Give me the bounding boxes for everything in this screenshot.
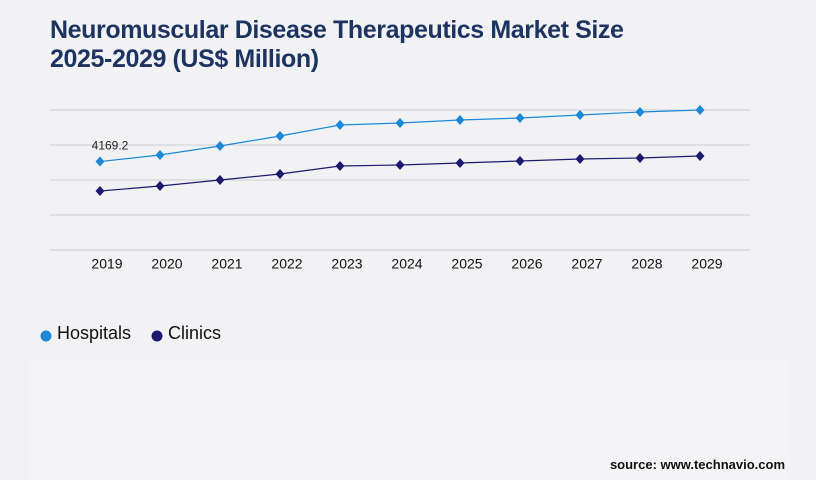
- legend-label: Clinics: [168, 323, 221, 343]
- x-tick-label: 2026: [511, 256, 542, 272]
- point: [395, 118, 405, 129]
- data-label: 4169.2: [92, 139, 129, 153]
- point: [515, 155, 525, 166]
- x-tick-label: 2023: [331, 256, 362, 272]
- series-line: [99, 109, 701, 163]
- point: [275, 168, 285, 179]
- point: [635, 153, 645, 164]
- point: [335, 161, 345, 171]
- point: [575, 110, 585, 121]
- legend-marker: [151, 330, 163, 342]
- x-tick-label: 2021: [211, 256, 242, 272]
- point: [455, 114, 465, 125]
- x-tick-label: 2028: [631, 256, 662, 272]
- point: [575, 154, 585, 164]
- source: source: www.technavio.com: [609, 457, 785, 472]
- point: [695, 151, 705, 162]
- point: [95, 156, 105, 167]
- point: [95, 186, 105, 197]
- x-tick-label: 2019: [91, 256, 122, 272]
- point: [335, 119, 345, 130]
- x-tick-label: 2027: [571, 256, 602, 272]
- legend-label: Hospitals: [57, 323, 131, 343]
- point: [275, 131, 285, 142]
- point: [515, 112, 525, 123]
- x-tick-label: 2029: [691, 256, 722, 272]
- x-tick-label: 2020: [151, 256, 182, 272]
- x-tick-label: 2025: [451, 256, 482, 272]
- x-tick-label: 2022: [271, 256, 302, 272]
- point: [155, 181, 165, 192]
- point: [155, 149, 165, 160]
- point: [215, 175, 225, 185]
- panel: [30, 360, 790, 480]
- point: [455, 158, 465, 169]
- x-tick-label: 2024: [391, 256, 422, 272]
- point: [395, 160, 405, 171]
- point: [215, 140, 225, 151]
- legend-marker: [40, 330, 52, 342]
- chart-title: Neuromuscular Disease Therapeutics Marke…: [50, 16, 624, 73]
- point: [635, 106, 645, 117]
- point: [695, 105, 705, 115]
